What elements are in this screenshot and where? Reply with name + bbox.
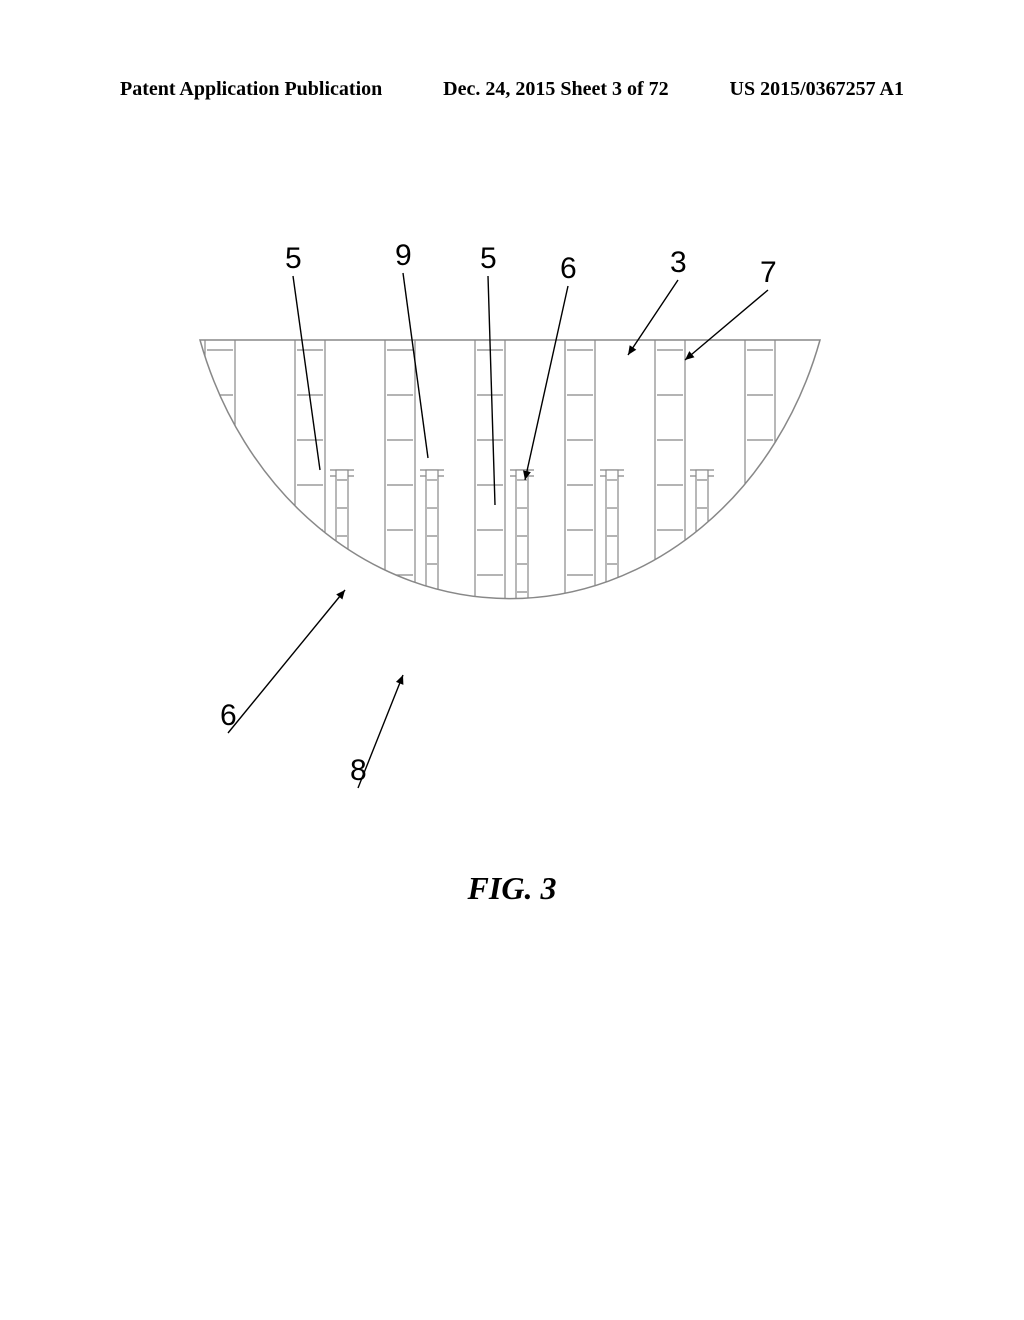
figure-caption: FIG. 3 [0,870,1024,907]
svg-text:3: 3 [670,246,687,279]
figure-3-svg: 5 9 5 6 3 7 6 8 [160,220,860,840]
svg-text:5: 5 [285,242,302,275]
header-center: Dec. 24, 2015 Sheet 3 of 72 [443,78,669,101]
page-header: Patent Application Publication Dec. 24, … [0,78,1024,101]
figure-3: 5 9 5 6 3 7 6 8 [160,220,860,840]
header-left: Patent Application Publication [120,78,382,101]
svg-text:5: 5 [480,242,497,275]
svg-text:6: 6 [220,699,237,732]
svg-text:8: 8 [350,754,367,787]
svg-text:7: 7 [760,256,777,289]
svg-text:9: 9 [395,239,412,272]
header-right: US 2015/0367257 A1 [730,78,904,101]
svg-text:6: 6 [560,252,577,285]
